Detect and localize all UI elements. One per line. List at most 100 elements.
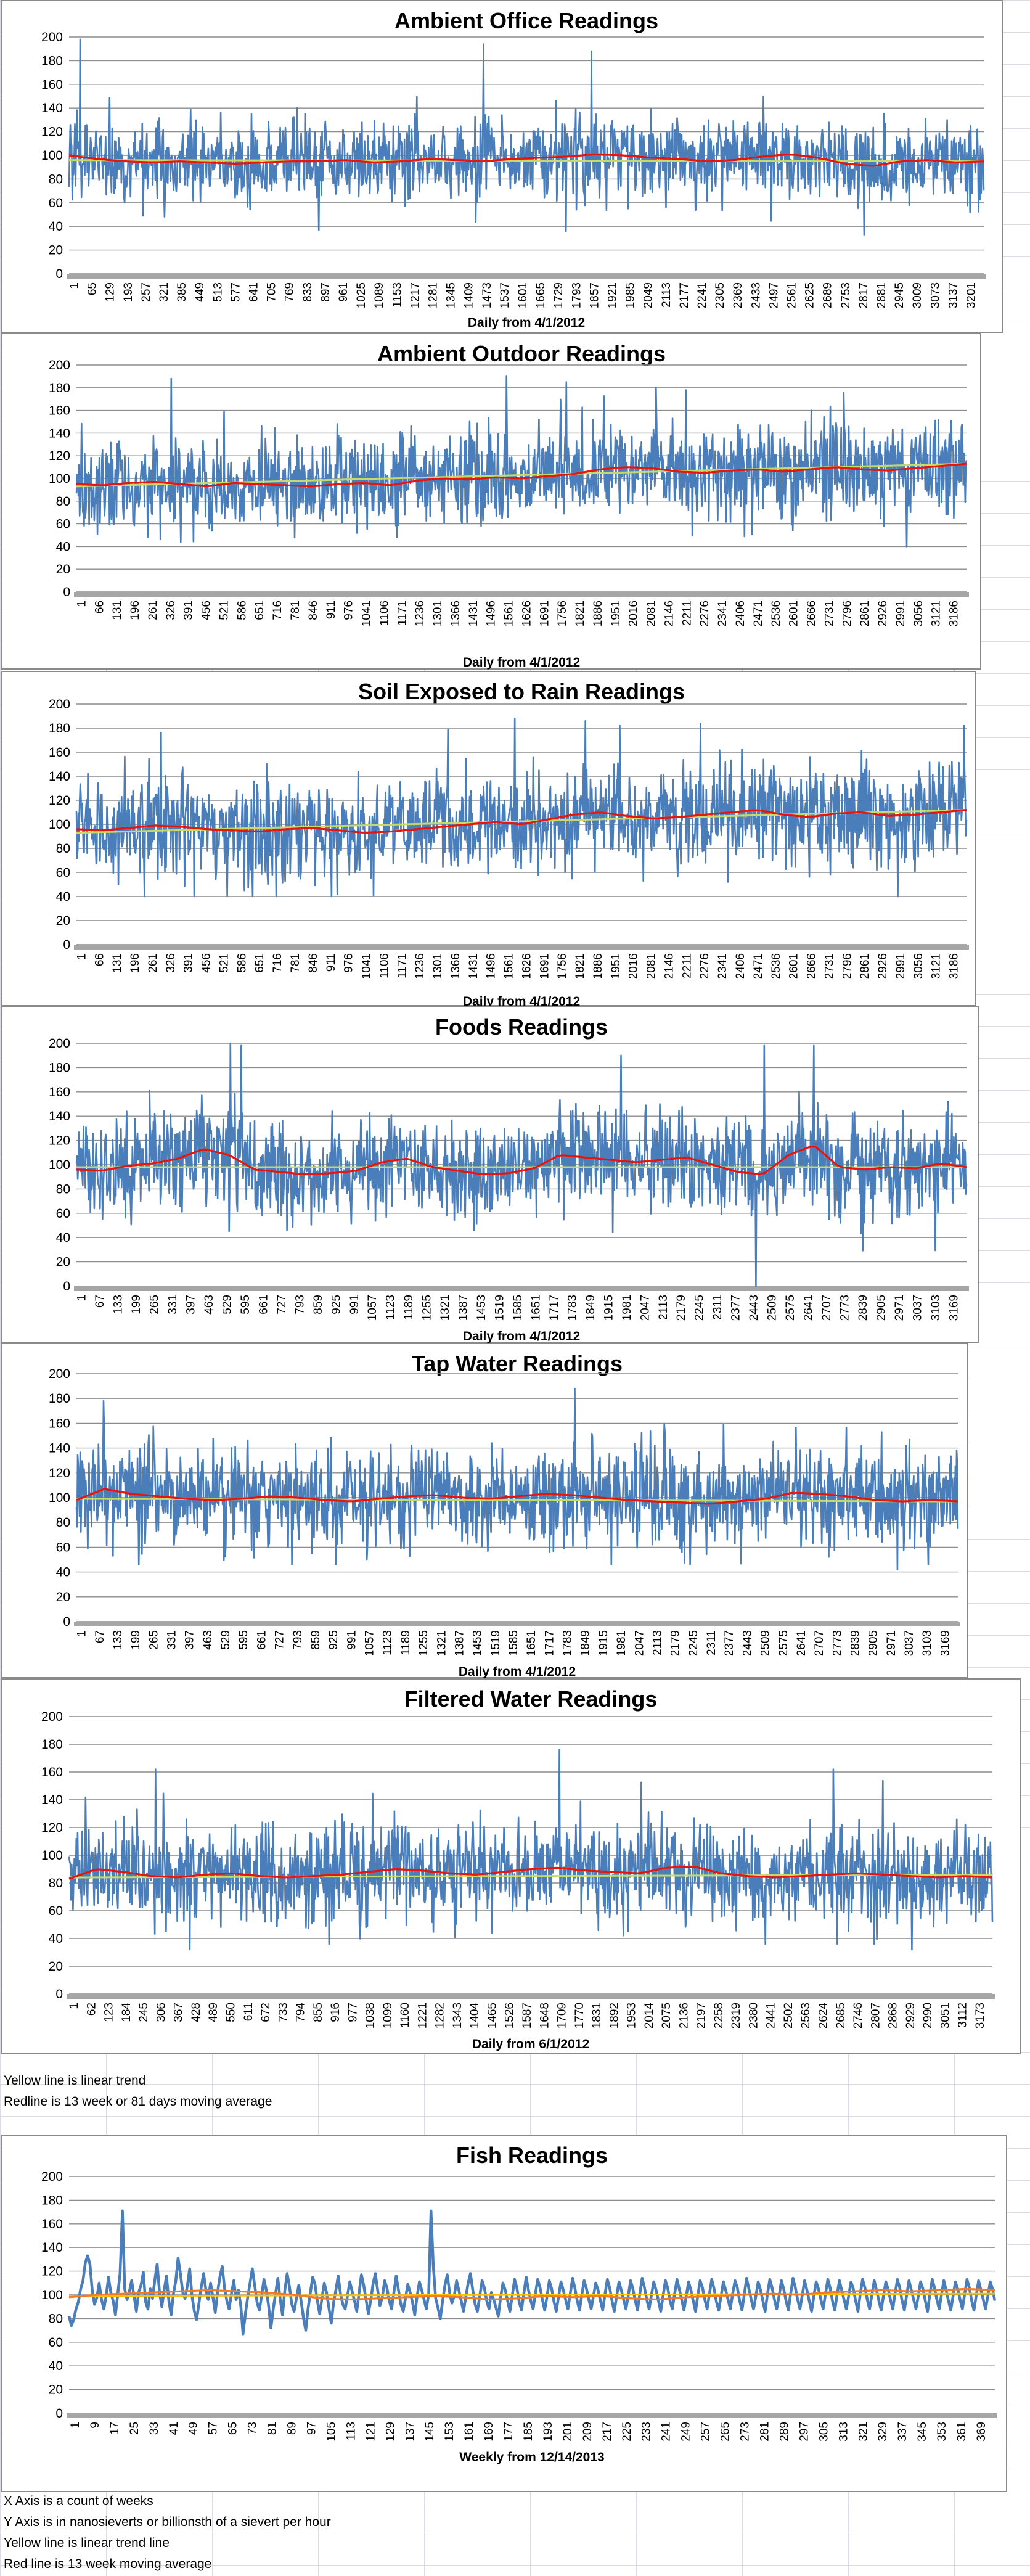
x-tick-label: 73 [247, 2422, 260, 2435]
x-tick-label: 727 [276, 1295, 288, 1315]
y-tick-label: 60 [56, 1207, 70, 1221]
x-tick-label: 133 [112, 1630, 125, 1650]
data-series-line [75, 375, 968, 548]
x-tick-label: 2991 [894, 953, 907, 979]
x-tick-label: 199 [129, 1630, 142, 1650]
x-tick-label: 2685 [835, 2003, 848, 2028]
y-tick-label: 0 [63, 1615, 70, 1629]
x-tick-label: 521 [218, 953, 231, 973]
y-tick-label: 140 [49, 426, 70, 440]
x-tick-label: 2406 [734, 953, 747, 979]
x-tick-label: 1189 [403, 1295, 415, 1320]
x-tick-label: 1387 [453, 1630, 466, 1656]
y-tick-label: 140 [49, 1109, 70, 1123]
x-tick-label: 2971 [893, 1295, 906, 1321]
x-tick-label: 586 [235, 953, 248, 973]
x-tick-label: 1951 [610, 953, 623, 979]
x-tick-label: 1526 [504, 2003, 517, 2028]
x-tick-label: 3137 [947, 282, 960, 308]
x-tick-label: 2929 [904, 2003, 917, 2028]
chart-svg: Foods Readings 0 20 40 60 80 100 120 140 160 180 20… [49, 1014, 969, 1343]
x-tick-label: 855 [312, 2003, 325, 2022]
y-tick-label: 40 [49, 2359, 63, 2373]
note-line: Yellow line is linear trend [4, 2074, 146, 2088]
x-tick-label: 2305 [714, 282, 727, 308]
y-tick-label: 100 [41, 149, 63, 163]
y-tick-label: 20 [56, 914, 70, 928]
x-tick-label: 2258 [713, 2003, 725, 2028]
x-tick-label: 833 [301, 282, 314, 302]
x-tick-label: 397 [184, 1630, 197, 1650]
x-tick-label: 2601 [788, 601, 801, 626]
x-tick-label: 1951 [610, 601, 623, 626]
x-tick-label: 1431 [467, 601, 480, 626]
x-tick-label: 991 [348, 1295, 361, 1315]
y-tick-label: 100 [41, 1848, 63, 1863]
x-tick-label: 1587 [521, 2003, 534, 2028]
x-tick-label: 105 [325, 2422, 338, 2442]
x-tick-label: 859 [309, 1630, 322, 1650]
y-tick-label: 0 [63, 938, 70, 952]
chart-tap-water: Tap Water Readings 0 20 40 60 80 100 120 140 160 1… [1, 1343, 968, 1679]
x-tick-label: 3186 [948, 601, 961, 626]
x-tick-label: 846 [307, 953, 320, 973]
x-tick-label: 2624 [817, 2003, 830, 2029]
x-tick-label: 2773 [831, 1630, 844, 1656]
x-tick-label: 2441 [765, 2003, 778, 2028]
x-tick-label: 3112 [957, 2003, 970, 2028]
x-tick-label: 1729 [552, 282, 565, 308]
x-tick-label: 1886 [592, 601, 605, 626]
chart-ambient-office: Ambient Office Readings 0 20 40 60 80 100 120 14… [1, 0, 1003, 333]
x-tick-label: 550 [225, 2003, 238, 2022]
x-tick-label: 225 [621, 2422, 634, 2442]
x-tick-label: 2839 [857, 1295, 870, 1321]
x-tick-label: 1 [68, 282, 81, 289]
x-tick-label: 131 [111, 601, 124, 620]
x-tick-label: 2433 [750, 282, 762, 308]
x-tick-label: 1717 [543, 1630, 556, 1656]
x-tick-label: 2926 [877, 953, 889, 979]
x-tick-label: 733 [277, 2003, 290, 2022]
x-tick-label: 265 [147, 1630, 160, 1650]
x-axis-band [74, 592, 969, 597]
y-tick-label: 0 [55, 267, 63, 281]
x-tick-label: 859 [312, 1295, 325, 1315]
x-tick-label: 1123 [382, 1630, 394, 1655]
y-tick-label: 120 [49, 1466, 70, 1480]
x-tick-label: 361 [955, 2422, 968, 2442]
x-tick-label: 463 [202, 1630, 215, 1650]
x-tick-label: 2014 [643, 2003, 656, 2029]
y-tick-label: 160 [49, 1416, 70, 1430]
chart-title: Fish Readings [456, 2143, 608, 2168]
y-tick-label: 200 [41, 2170, 63, 2184]
x-tick-label: 611 [242, 2003, 255, 2021]
y-tick-label: 140 [41, 2241, 63, 2255]
x-tick-label: 1106 [378, 953, 391, 978]
x-tick-label: 428 [190, 2003, 203, 2022]
x-tick-label: 2641 [795, 1630, 808, 1656]
x-tick-label: 3169 [939, 1630, 952, 1656]
y-tick-label: 200 [41, 1710, 63, 1724]
x-axis-band [74, 1622, 960, 1626]
x-tick-label: 1585 [507, 1630, 520, 1656]
x-tick-label: 1153 [391, 282, 404, 308]
x-tick-label: 2689 [822, 282, 835, 308]
x-tick-label: 2509 [759, 1630, 772, 1656]
x-tick-label: 1709 [556, 2003, 569, 2028]
x-tick-label: 161 [463, 2422, 476, 2442]
y-tick-label: 0 [63, 1279, 70, 1294]
x-tick-label: 2991 [894, 601, 907, 626]
x-tick-label: 217 [601, 2422, 614, 2442]
x-tick-label: 1537 [499, 282, 512, 308]
x-tick-label: 1 [75, 601, 88, 607]
x-tick-label: 2311 [705, 1630, 718, 1655]
x-tick-label: 1691 [538, 601, 551, 626]
moving-average-line [76, 462, 967, 488]
x-tick-label: 123 [103, 2003, 116, 2022]
x-tick-label: 397 [185, 1295, 198, 1315]
x-tick-label: 1921 [606, 282, 619, 308]
x-tick-label: 1 [76, 1630, 89, 1637]
chart-svg: Tap Water Readings 0 20 40 60 80 100 120 140 160 1… [49, 1351, 960, 1679]
x-tick-label: 2113 [660, 282, 673, 308]
x-axis-label: Daily from 4/1/2012 [463, 655, 580, 670]
